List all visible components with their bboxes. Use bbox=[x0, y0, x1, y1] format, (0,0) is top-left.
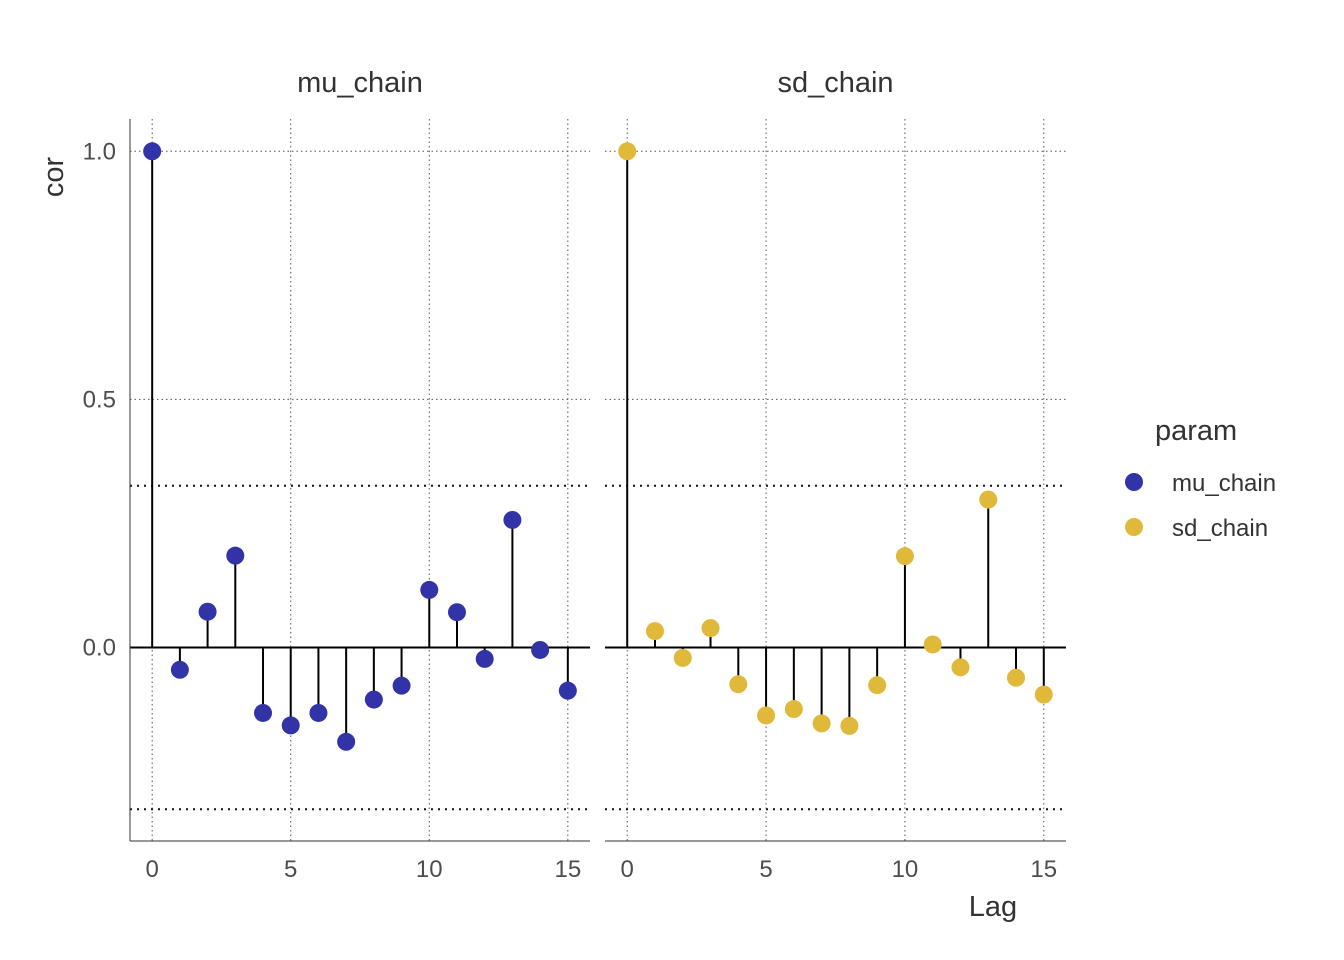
acf-point bbox=[226, 546, 245, 565]
y-tick-label: 0.0 bbox=[83, 634, 116, 661]
acf-point bbox=[757, 706, 776, 725]
acf-point bbox=[503, 510, 522, 529]
axes: 0.0 0.5 1.0 cor Lag bbox=[38, 119, 1017, 923]
acf-point bbox=[951, 658, 970, 677]
legend-title: param bbox=[1155, 415, 1237, 447]
y-tick-label: 0.5 bbox=[83, 386, 116, 413]
panel-sd-chain: sd_chain 0 5 10 15 bbox=[605, 67, 1066, 883]
x-tick-label: 10 bbox=[416, 856, 443, 883]
acf-point bbox=[254, 703, 273, 722]
legend-label: mu_chain bbox=[1172, 470, 1276, 497]
acf-point bbox=[673, 648, 692, 667]
x-tick-label: 0 bbox=[145, 856, 158, 883]
legend-label: sd_chain bbox=[1172, 515, 1268, 542]
acf-point bbox=[923, 635, 942, 654]
acf-point bbox=[1034, 685, 1053, 704]
acf-point bbox=[812, 714, 831, 733]
x-tick-label: 5 bbox=[284, 856, 297, 883]
acf-point bbox=[447, 603, 466, 622]
acf-point bbox=[309, 703, 328, 722]
panel-title: mu_chain bbox=[297, 67, 423, 99]
acf-point bbox=[645, 622, 664, 641]
panel-title: sd_chain bbox=[777, 67, 893, 99]
acf-point bbox=[420, 580, 439, 599]
facet-panels: mu_chain 0 5 10 15 sd_chain 0 5 10 15 bbox=[130, 67, 1066, 883]
acf-point bbox=[143, 142, 162, 161]
acf-point bbox=[198, 602, 217, 621]
x-tick-label: 15 bbox=[554, 856, 581, 883]
x-axis-title: Lag bbox=[969, 891, 1017, 923]
panel-mu-chain: mu_chain 0 5 10 15 bbox=[130, 67, 590, 883]
acf-point bbox=[1007, 668, 1026, 687]
acf-point bbox=[784, 700, 803, 719]
y-tick-label: 1.0 bbox=[83, 138, 116, 165]
x-tick-label: 5 bbox=[759, 856, 772, 883]
acf-point bbox=[868, 676, 887, 695]
acf-point bbox=[701, 619, 720, 638]
acf-point bbox=[895, 547, 914, 566]
acf-point bbox=[475, 649, 494, 668]
acf-point bbox=[618, 142, 637, 161]
y-axis-title: cor bbox=[38, 157, 70, 198]
x-tick-label: 10 bbox=[892, 856, 919, 883]
acf-point bbox=[170, 660, 189, 679]
acf-point bbox=[392, 676, 411, 695]
legend-key bbox=[1125, 518, 1143, 536]
acf-point bbox=[729, 675, 748, 694]
x-tick-label: 15 bbox=[1030, 856, 1057, 883]
acf-point bbox=[558, 681, 577, 700]
acf-point bbox=[531, 640, 550, 659]
legend: param mu_chain sd_chain bbox=[1125, 415, 1276, 542]
acf-point bbox=[840, 716, 859, 735]
acf-point bbox=[979, 490, 998, 509]
legend-key bbox=[1125, 473, 1143, 491]
acf-point bbox=[281, 716, 300, 735]
acf-point bbox=[364, 690, 383, 709]
x-tick-label: 0 bbox=[621, 856, 634, 883]
acf-point bbox=[337, 732, 356, 751]
